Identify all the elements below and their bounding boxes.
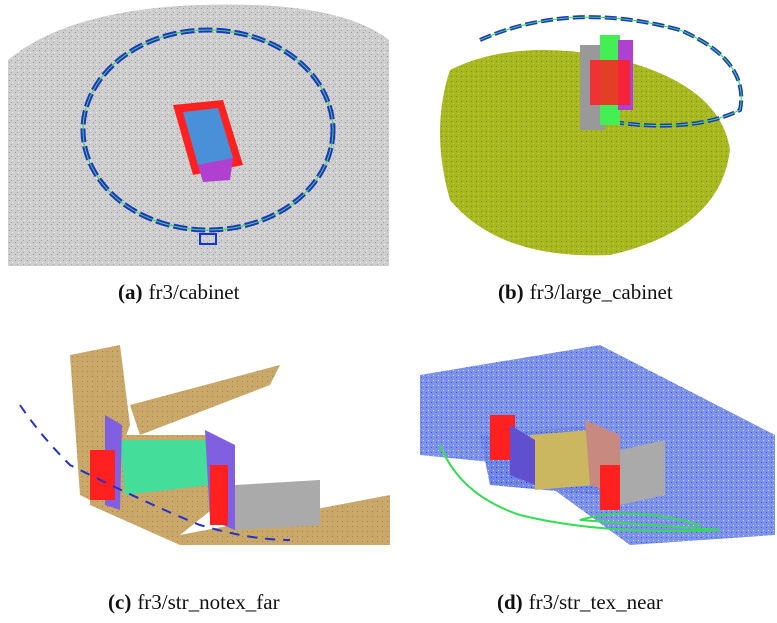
caption-text: fr3/str_notex_far (137, 590, 279, 614)
point-cloud-image (8, 0, 389, 266)
subfigure-caption: (d)fr3/str_tex_near (497, 590, 663, 615)
caption-text: fr3/cabinet (149, 280, 240, 304)
subfigure-caption: (b)fr3/large_cabinet (498, 280, 673, 305)
subfigure-caption: (a)fr3/cabinet (118, 280, 239, 305)
point-cloud-image (10, 345, 390, 560)
subfigure-label: (a) (118, 280, 143, 304)
point-cloud-image (430, 0, 770, 266)
subfigure-label: (b) (498, 280, 524, 304)
subfigure-label: (c) (108, 590, 131, 614)
caption-text: fr3/str_tex_near (529, 590, 663, 614)
subfigure-label: (d) (497, 590, 523, 614)
point-cloud-image (400, 345, 775, 560)
caption-text: fr3/large_cabinet (530, 280, 673, 304)
subfigure-caption: (c) fr3/str_notex_far (108, 590, 280, 615)
figure: (a)fr3/cabinet (b)fr3/large_cabinet (c) f… (0, 0, 777, 623)
